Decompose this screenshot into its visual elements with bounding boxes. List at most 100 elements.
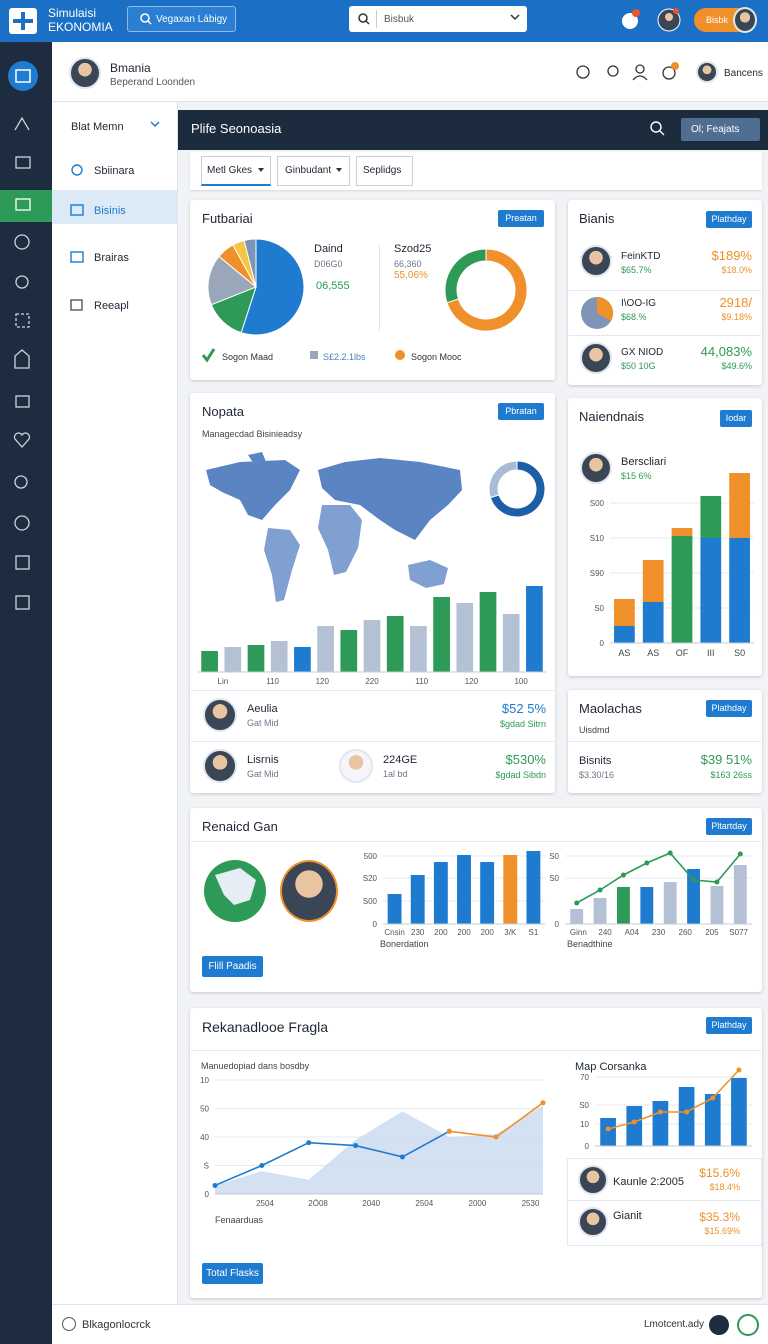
summary-sub: $3.30/16 — [579, 770, 615, 780]
logo-bar — [13, 19, 33, 23]
row-note: $15.69% — [704, 1226, 740, 1236]
nav-icon[interactable] — [15, 395, 30, 408]
icon-part — [365, 20, 370, 25]
contact-name: Aeulia — [247, 703, 278, 715]
card-button[interactable]: Pltartday — [706, 818, 752, 835]
header-icons — [622, 8, 681, 32]
contact-sub: Gat Mid — [247, 718, 279, 728]
divider — [379, 245, 380, 331]
contact-name: Lisrnis — [247, 754, 279, 766]
icon[interactable] — [662, 66, 676, 80]
row-change: $49.6% — [721, 361, 752, 371]
badge — [632, 9, 640, 17]
search-button[interactable] — [127, 6, 236, 32]
card-title: Rekanadlooe Fragla — [202, 1019, 329, 1035]
action-label: Bisbk — [706, 15, 729, 25]
card-button[interactable]: Iodar — [720, 410, 752, 427]
menu-item[interactable]: Brairas — [94, 252, 129, 264]
footer-icon[interactable] — [737, 1314, 759, 1336]
stat-sub: 66,360 — [394, 259, 422, 269]
chart-title: Map Corsanka — [575, 1061, 647, 1073]
profile-name: Bmania — [110, 61, 151, 75]
nav-icon[interactable] — [14, 234, 30, 250]
tab-caret — [336, 168, 342, 175]
card-subtitle: Uisdmd — [579, 725, 610, 735]
side-menu — [52, 102, 178, 1304]
card-title: Bianis — [579, 211, 615, 226]
avatar — [733, 7, 757, 33]
nav-icon[interactable] — [14, 116, 30, 131]
icon-part — [140, 13, 150, 23]
footer-button[interactable]: Total Flasks — [202, 1263, 263, 1284]
icon[interactable] — [576, 65, 590, 79]
menu-item[interactable]: Sbiinara — [94, 165, 135, 177]
nav-icon[interactable] — [15, 555, 30, 570]
nav-icon[interactable] — [13, 432, 31, 448]
footer — [52, 1304, 768, 1344]
toolbar — [178, 110, 768, 150]
divider — [191, 1050, 761, 1051]
icon[interactable] — [632, 75, 648, 81]
chart-caption: Fenaarduas — [215, 1215, 264, 1225]
nav-icon[interactable] — [14, 515, 30, 531]
nav-icon[interactable] — [15, 156, 31, 169]
row-name: Gianit — [613, 1210, 642, 1222]
nav-icon[interactable] — [15, 275, 29, 289]
avatar — [203, 698, 237, 732]
divider — [569, 290, 761, 291]
nav-active[interactable] — [0, 190, 52, 222]
tab[interactable] — [356, 156, 413, 186]
summary-label: Bisnits — [579, 755, 612, 767]
icon-part — [147, 20, 152, 25]
menu-item[interactable]: Bisinis — [94, 205, 126, 217]
nav-icon[interactable] — [14, 349, 30, 369]
footer-button[interactable]: Flill Paadis — [202, 956, 263, 977]
icon-part — [150, 121, 160, 128]
menu-item[interactable]: Reeapl — [94, 300, 129, 312]
contact-note: $gdad Sitrn — [499, 719, 546, 729]
card-button[interactable]: Plathday — [706, 700, 752, 717]
tab-active[interactable] — [201, 156, 271, 186]
person-name: Berscliari — [621, 456, 667, 468]
search-field[interactable] — [349, 6, 527, 32]
toolbar-search[interactable] — [650, 121, 666, 137]
footer-icon[interactable] — [709, 1315, 729, 1335]
profile-icons — [576, 62, 679, 81]
tab-label: Metl Gkes — [207, 165, 253, 176]
avatar — [580, 452, 612, 484]
card-button[interactable]: Pbratan — [498, 403, 544, 420]
card-subtitle: Managecdad Bisinieadsy — [202, 429, 303, 439]
nav-rail — [0, 42, 52, 1344]
user-avatar — [696, 61, 718, 83]
person-sub: $15 6% — [621, 471, 652, 481]
avatar — [339, 749, 373, 783]
national-card — [568, 398, 762, 676]
stat-label: Szod25 — [394, 243, 432, 255]
card-button[interactable]: Preatan — [498, 210, 544, 227]
search-icon — [140, 13, 152, 25]
divider — [191, 690, 554, 691]
profile-bar — [52, 42, 768, 102]
nav-icon[interactable] — [15, 595, 30, 610]
toolbar-button[interactable] — [681, 118, 760, 141]
user-name: Bancens — [724, 68, 763, 79]
card-button[interactable]: Plathday — [706, 1017, 752, 1034]
divider — [191, 741, 554, 742]
nav-home[interactable] — [8, 61, 38, 91]
nav-icon[interactable] — [14, 475, 28, 489]
nav-icon[interactable] — [15, 198, 31, 211]
row-sub: $68.% — [621, 312, 647, 322]
avatar — [580, 245, 612, 277]
contact-sub: Gat Mid — [247, 769, 279, 779]
tab[interactable] — [277, 156, 350, 186]
toolbar-title: Plife Seonoasia — [191, 121, 282, 136]
card-button[interactable]: Plathday — [706, 211, 752, 228]
icon[interactable] — [635, 64, 645, 74]
toolbar-button-label: Ol; Feajats — [691, 124, 740, 135]
icon[interactable] — [607, 65, 619, 77]
nav-icon[interactable] — [15, 313, 30, 328]
row-sub: $50 10G — [621, 361, 656, 371]
row-name: FeinKTD — [621, 251, 661, 262]
profile-subtitle: Beperand Loonden — [110, 77, 196, 88]
nav-icons — [0, 61, 52, 610]
